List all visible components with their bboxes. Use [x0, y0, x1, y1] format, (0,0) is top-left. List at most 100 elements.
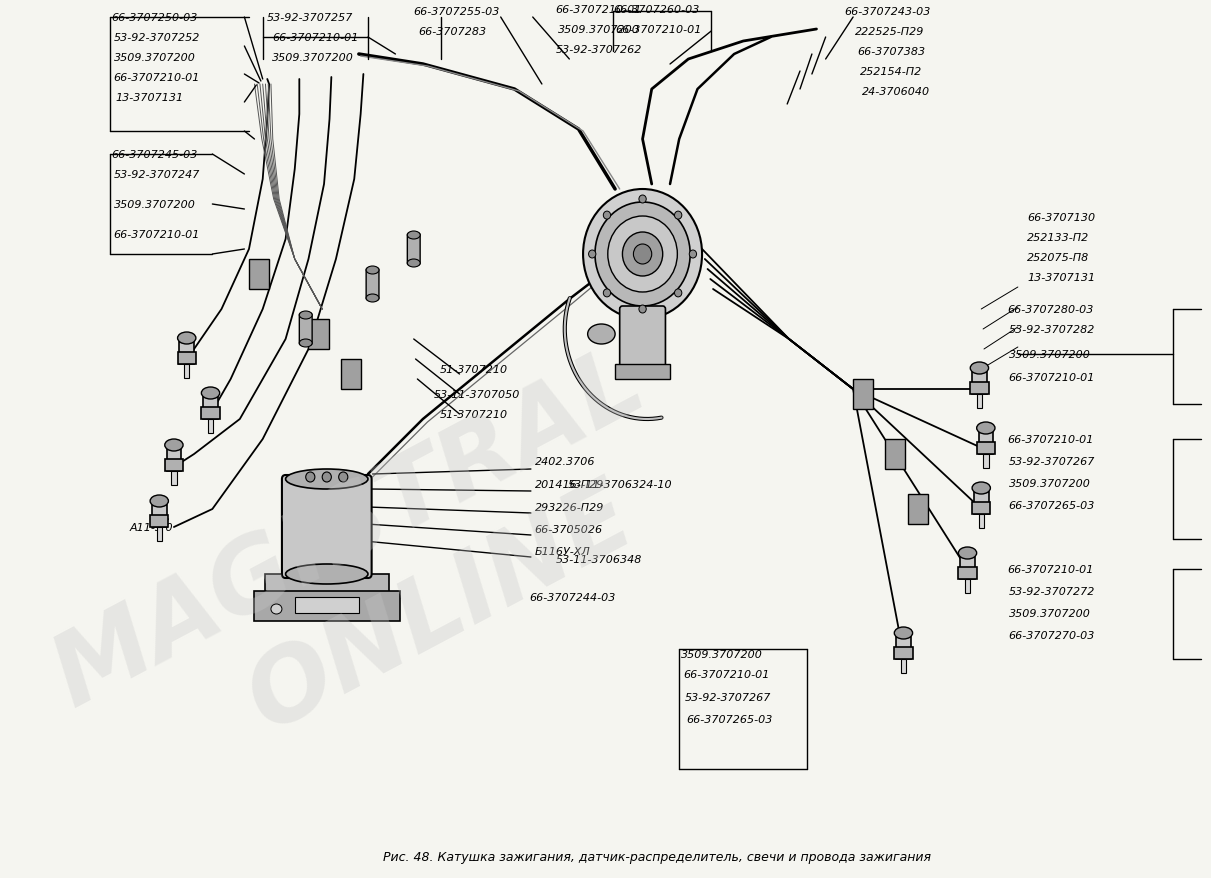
Text: 252133-П2: 252133-П2 [1027, 233, 1089, 242]
Bar [960, 558, 975, 579]
FancyBboxPatch shape [366, 269, 379, 300]
Bar [150, 515, 168, 528]
Text: 3509.3707200: 3509.3707200 [114, 53, 195, 63]
Text: 53-11-3706324-10: 53-11-3706324-10 [568, 479, 672, 489]
Bar [908, 494, 928, 524]
Bar [249, 260, 269, 290]
Bar [978, 433, 993, 455]
Bar [178, 353, 196, 364]
Bar [972, 372, 987, 394]
Circle shape [595, 203, 690, 306]
Text: 53-92-3707267: 53-92-3707267 [1009, 457, 1095, 466]
Text: 201416-П29: 201416-П29 [534, 479, 604, 489]
Circle shape [339, 472, 348, 482]
Text: Рис. 48. Катушка зажигания, датчик-распределитель, свечи и провода зажигания: Рис. 48. Катушка зажигания, датчик-распр… [383, 851, 931, 864]
Bar [208, 420, 213, 434]
Ellipse shape [407, 232, 420, 240]
Bar [983, 455, 988, 469]
Ellipse shape [299, 312, 312, 320]
Bar [253, 591, 400, 622]
Text: 222525-П29: 222525-П29 [855, 27, 924, 37]
Text: 3509.3707200: 3509.3707200 [1009, 349, 1091, 360]
Text: 66-3707265-03: 66-3707265-03 [1009, 500, 1095, 510]
Bar [896, 637, 911, 659]
Ellipse shape [178, 333, 196, 344]
Text: 66-3707245-03: 66-3707245-03 [111, 150, 199, 160]
Text: MAGISTRAL: MAGISTRAL [38, 333, 661, 725]
Text: 66-3707283: 66-3707283 [418, 27, 487, 37]
Bar [970, 383, 988, 394]
FancyBboxPatch shape [620, 306, 666, 372]
Ellipse shape [970, 363, 988, 375]
Text: 66-3707210-01: 66-3707210-01 [271, 33, 358, 43]
Bar [894, 647, 913, 659]
Bar [978, 515, 985, 529]
Circle shape [589, 251, 596, 259]
Text: 53-92-3707272: 53-92-3707272 [1009, 587, 1095, 596]
Text: 2402.3706: 2402.3706 [534, 457, 595, 466]
Bar [264, 574, 389, 596]
Text: 66-3707210-01: 66-3707210-01 [114, 230, 200, 240]
Ellipse shape [958, 547, 977, 559]
Text: 53-11-3706348: 53-11-3706348 [556, 554, 642, 565]
Text: 252154-П2: 252154-П2 [861, 67, 923, 77]
Text: Б116У-ХЛ: Б116У-ХЛ [534, 546, 590, 557]
Text: 66-3707244-03: 66-3707244-03 [529, 593, 615, 602]
Circle shape [582, 190, 702, 320]
Text: 13-3707131: 13-3707131 [1027, 273, 1095, 283]
Text: 66-3707260-03: 66-3707260-03 [613, 5, 700, 15]
Circle shape [608, 217, 677, 292]
Bar [977, 443, 995, 455]
Bar [165, 459, 183, 471]
Bar [203, 398, 218, 420]
Ellipse shape [407, 260, 420, 268]
Circle shape [633, 245, 652, 264]
Circle shape [603, 290, 610, 298]
Bar [885, 440, 906, 470]
Bar [965, 579, 970, 594]
Bar [853, 379, 873, 409]
Ellipse shape [201, 387, 219, 399]
Text: 66-3707210-01: 66-3707210-01 [556, 5, 642, 15]
Bar [184, 364, 189, 378]
FancyBboxPatch shape [407, 234, 420, 266]
Text: 66-3707210-01: 66-3707210-01 [683, 669, 769, 680]
Text: 51-3707210: 51-3707210 [440, 364, 507, 375]
Bar [179, 342, 194, 364]
Text: ONLINE: ONLINE [233, 468, 650, 751]
Text: 252075-П8: 252075-П8 [1027, 253, 1089, 263]
FancyBboxPatch shape [282, 476, 372, 579]
Bar [972, 502, 991, 515]
Bar [201, 407, 219, 420]
Bar [294, 597, 358, 614]
Bar [309, 320, 328, 349]
Bar [615, 364, 670, 379]
Bar [156, 528, 162, 542]
Text: 66-3707255-03: 66-3707255-03 [414, 7, 500, 17]
Text: 66-3707210-01: 66-3707210-01 [615, 25, 701, 35]
Circle shape [689, 251, 696, 259]
Bar [151, 506, 167, 528]
Text: 3509.3707200: 3509.3707200 [1009, 608, 1091, 618]
Text: 53-92-3707252: 53-92-3707252 [114, 33, 200, 43]
Ellipse shape [366, 267, 379, 275]
Text: 53-92-3707267: 53-92-3707267 [684, 692, 771, 702]
Bar [340, 360, 361, 390]
Circle shape [675, 212, 682, 220]
Bar [974, 493, 988, 515]
FancyBboxPatch shape [299, 313, 312, 346]
Circle shape [622, 233, 662, 277]
Text: 3509.3707200: 3509.3707200 [271, 53, 354, 63]
Bar [167, 450, 182, 471]
Bar [977, 394, 982, 408]
Circle shape [675, 290, 682, 298]
Ellipse shape [150, 495, 168, 507]
Text: 66-3707250-03: 66-3707250-03 [111, 13, 199, 23]
Text: 53-11-3707050: 53-11-3707050 [434, 390, 521, 399]
Ellipse shape [587, 325, 615, 344]
Ellipse shape [366, 295, 379, 303]
Bar [958, 567, 977, 579]
Circle shape [305, 472, 315, 482]
Text: 66-3707270-03: 66-3707270-03 [1009, 630, 1095, 640]
Text: 3509.3707200: 3509.3707200 [1009, 479, 1091, 488]
